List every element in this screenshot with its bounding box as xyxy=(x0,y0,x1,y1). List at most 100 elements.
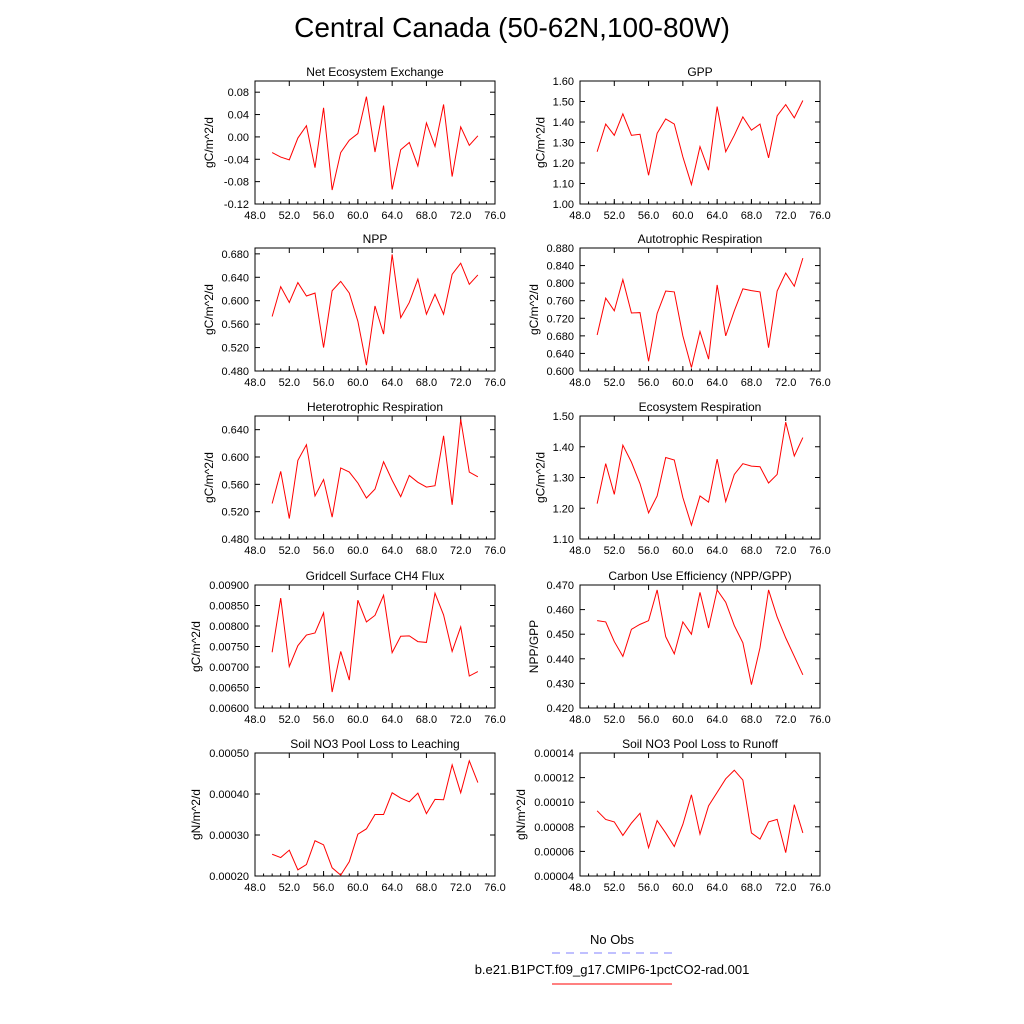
y-tick-label: 1.30 xyxy=(553,473,574,485)
x-tick-label: 68.0 xyxy=(416,377,437,389)
y-tick-label: 0.430 xyxy=(546,678,574,690)
y-tick-label: 0.680 xyxy=(546,331,574,343)
y-tick-label: 0.00014 xyxy=(534,748,574,760)
x-tick-label: 48.0 xyxy=(569,210,590,222)
x-tick-label: 48.0 xyxy=(569,714,590,726)
y-tick-label: 0.00020 xyxy=(209,871,249,883)
y-tick-label: 0.480 xyxy=(221,366,249,378)
panel-title: Gridcell Surface CH4 Flux xyxy=(306,569,445,583)
x-tick-label: 48.0 xyxy=(569,545,590,557)
y-tick-label: 0.640 xyxy=(221,272,249,284)
y-tick-label: 0.520 xyxy=(221,343,249,355)
x-tick-label: 76.0 xyxy=(809,545,830,557)
x-tick-label: 76.0 xyxy=(484,545,505,557)
x-tick-label: 60.0 xyxy=(347,882,368,894)
x-tick-label: 72.0 xyxy=(450,377,471,389)
x-tick-label: 64.0 xyxy=(381,882,402,894)
x-tick-label: 64.0 xyxy=(381,545,402,557)
x-tick-label: 48.0 xyxy=(244,882,265,894)
panel-title: Net Ecosystem Exchange xyxy=(306,65,444,79)
x-tick-label: 52.0 xyxy=(279,377,300,389)
y-axis-label: gC/m^2/d xyxy=(202,117,216,168)
y-axis-label: gC/m^2/d xyxy=(202,284,216,335)
x-tick-label: 56.0 xyxy=(313,545,334,557)
x-tick-label: 76.0 xyxy=(809,377,830,389)
x-tick-label: 56.0 xyxy=(638,210,659,222)
x-tick-label: 56.0 xyxy=(313,714,334,726)
panel-title: Soil NO3 Pool Loss to Runoff xyxy=(622,737,779,751)
y-tick-label: 1.50 xyxy=(553,97,574,109)
x-tick-label: 76.0 xyxy=(484,714,505,726)
series-line xyxy=(596,257,804,368)
x-tick-label: 48.0 xyxy=(244,545,265,557)
y-tick-label: 0.04 xyxy=(228,110,249,122)
y-tick-label: 0.640 xyxy=(546,348,574,360)
x-tick-label: 56.0 xyxy=(638,377,659,389)
y-tick-label: 0.470 xyxy=(546,580,574,592)
panel-0: Net Ecosystem Exchange 48.0 52.0 56.0 60.0 64… xyxy=(202,65,506,222)
y-tick-label: -0.12 xyxy=(224,199,249,211)
y-tick-label: 0.00006 xyxy=(534,846,574,858)
panel-title: GPP xyxy=(687,65,712,79)
y-tick-label: 0.00750 xyxy=(209,642,249,654)
y-axis-label: gC/m^2/d xyxy=(527,284,541,335)
y-axis-label: gC/m^2/d xyxy=(189,621,203,672)
panel-9: Soil NO3 Pool Loss to Runoff 48.0 52.0 56.0… xyxy=(514,737,831,894)
x-tick-label: 48.0 xyxy=(569,377,590,389)
y-tick-label: 1.00 xyxy=(553,199,574,211)
y-tick-label: -0.08 xyxy=(224,177,249,189)
x-tick-label: 72.0 xyxy=(450,882,471,894)
x-tick-label: 52.0 xyxy=(604,210,625,222)
x-tick-label: 72.0 xyxy=(775,714,796,726)
y-tick-label: 0.00700 xyxy=(209,662,249,674)
y-tick-label: 0.00004 xyxy=(534,871,574,883)
x-tick-label: 68.0 xyxy=(416,714,437,726)
x-tick-label: 60.0 xyxy=(347,545,368,557)
x-tick-label: 52.0 xyxy=(604,545,625,557)
x-tick-label: 72.0 xyxy=(450,545,471,557)
y-tick-label: 0.440 xyxy=(546,654,574,666)
x-tick-label: 64.0 xyxy=(381,714,402,726)
y-tick-label: 0.680 xyxy=(221,249,249,261)
y-tick-label: 0.460 xyxy=(546,605,574,617)
x-tick-label: 64.0 xyxy=(706,210,727,222)
series-line xyxy=(596,100,804,187)
y-tick-label: 1.10 xyxy=(553,534,574,546)
x-tick-label: 60.0 xyxy=(672,377,693,389)
panel-frame xyxy=(579,80,821,205)
y-tick-label: 0.00040 xyxy=(209,789,249,801)
x-tick-label: 64.0 xyxy=(381,210,402,222)
y-tick-label: 0.600 xyxy=(221,452,249,464)
y-tick-label: 0.00012 xyxy=(534,773,574,785)
y-tick-label: 0.600 xyxy=(546,366,574,378)
panel-5: Ecosystem Respiration 48.0 52.0 56.0 60.0 64.… xyxy=(533,400,830,557)
figure-title: Central Canada (50-62N,100-80W) xyxy=(294,12,730,43)
y-tick-label: 1.50 xyxy=(553,411,574,423)
x-tick-label: 56.0 xyxy=(313,882,334,894)
x-tick-label: 56.0 xyxy=(638,545,659,557)
y-tick-label: 0.520 xyxy=(221,507,249,519)
panel-3: Autotrophic Respiration 48.0 52.0 56.0 60.0 6… xyxy=(527,232,831,389)
series-line xyxy=(597,588,804,685)
x-tick-label: 76.0 xyxy=(484,882,505,894)
y-axis-label: gN/m^2/d xyxy=(189,789,203,840)
y-tick-label: 0.00650 xyxy=(209,683,249,695)
panel-1: GPP 48.0 52.0 56.0 60.0 64.0 68.0 72.0 76.0 1.00 1… xyxy=(533,65,830,222)
panel-frame xyxy=(579,247,821,372)
x-tick-label: 60.0 xyxy=(347,714,368,726)
x-tick-label: 72.0 xyxy=(450,714,471,726)
x-tick-label: 76.0 xyxy=(809,714,830,726)
x-tick-label: 68.0 xyxy=(741,210,762,222)
y-tick-label: 1.10 xyxy=(553,179,574,191)
x-tick-label: 60.0 xyxy=(672,882,693,894)
y-tick-label: 0.720 xyxy=(546,313,574,325)
y-tick-label: 0.640 xyxy=(221,425,249,437)
x-tick-label: 64.0 xyxy=(706,545,727,557)
x-tick-label: 68.0 xyxy=(741,545,762,557)
x-tick-label: 72.0 xyxy=(775,545,796,557)
y-axis-label: gN/m^2/d xyxy=(514,789,528,840)
x-tick-label: 60.0 xyxy=(347,210,368,222)
y-tick-label: 0.880 xyxy=(546,243,574,255)
x-tick-label: 56.0 xyxy=(313,377,334,389)
